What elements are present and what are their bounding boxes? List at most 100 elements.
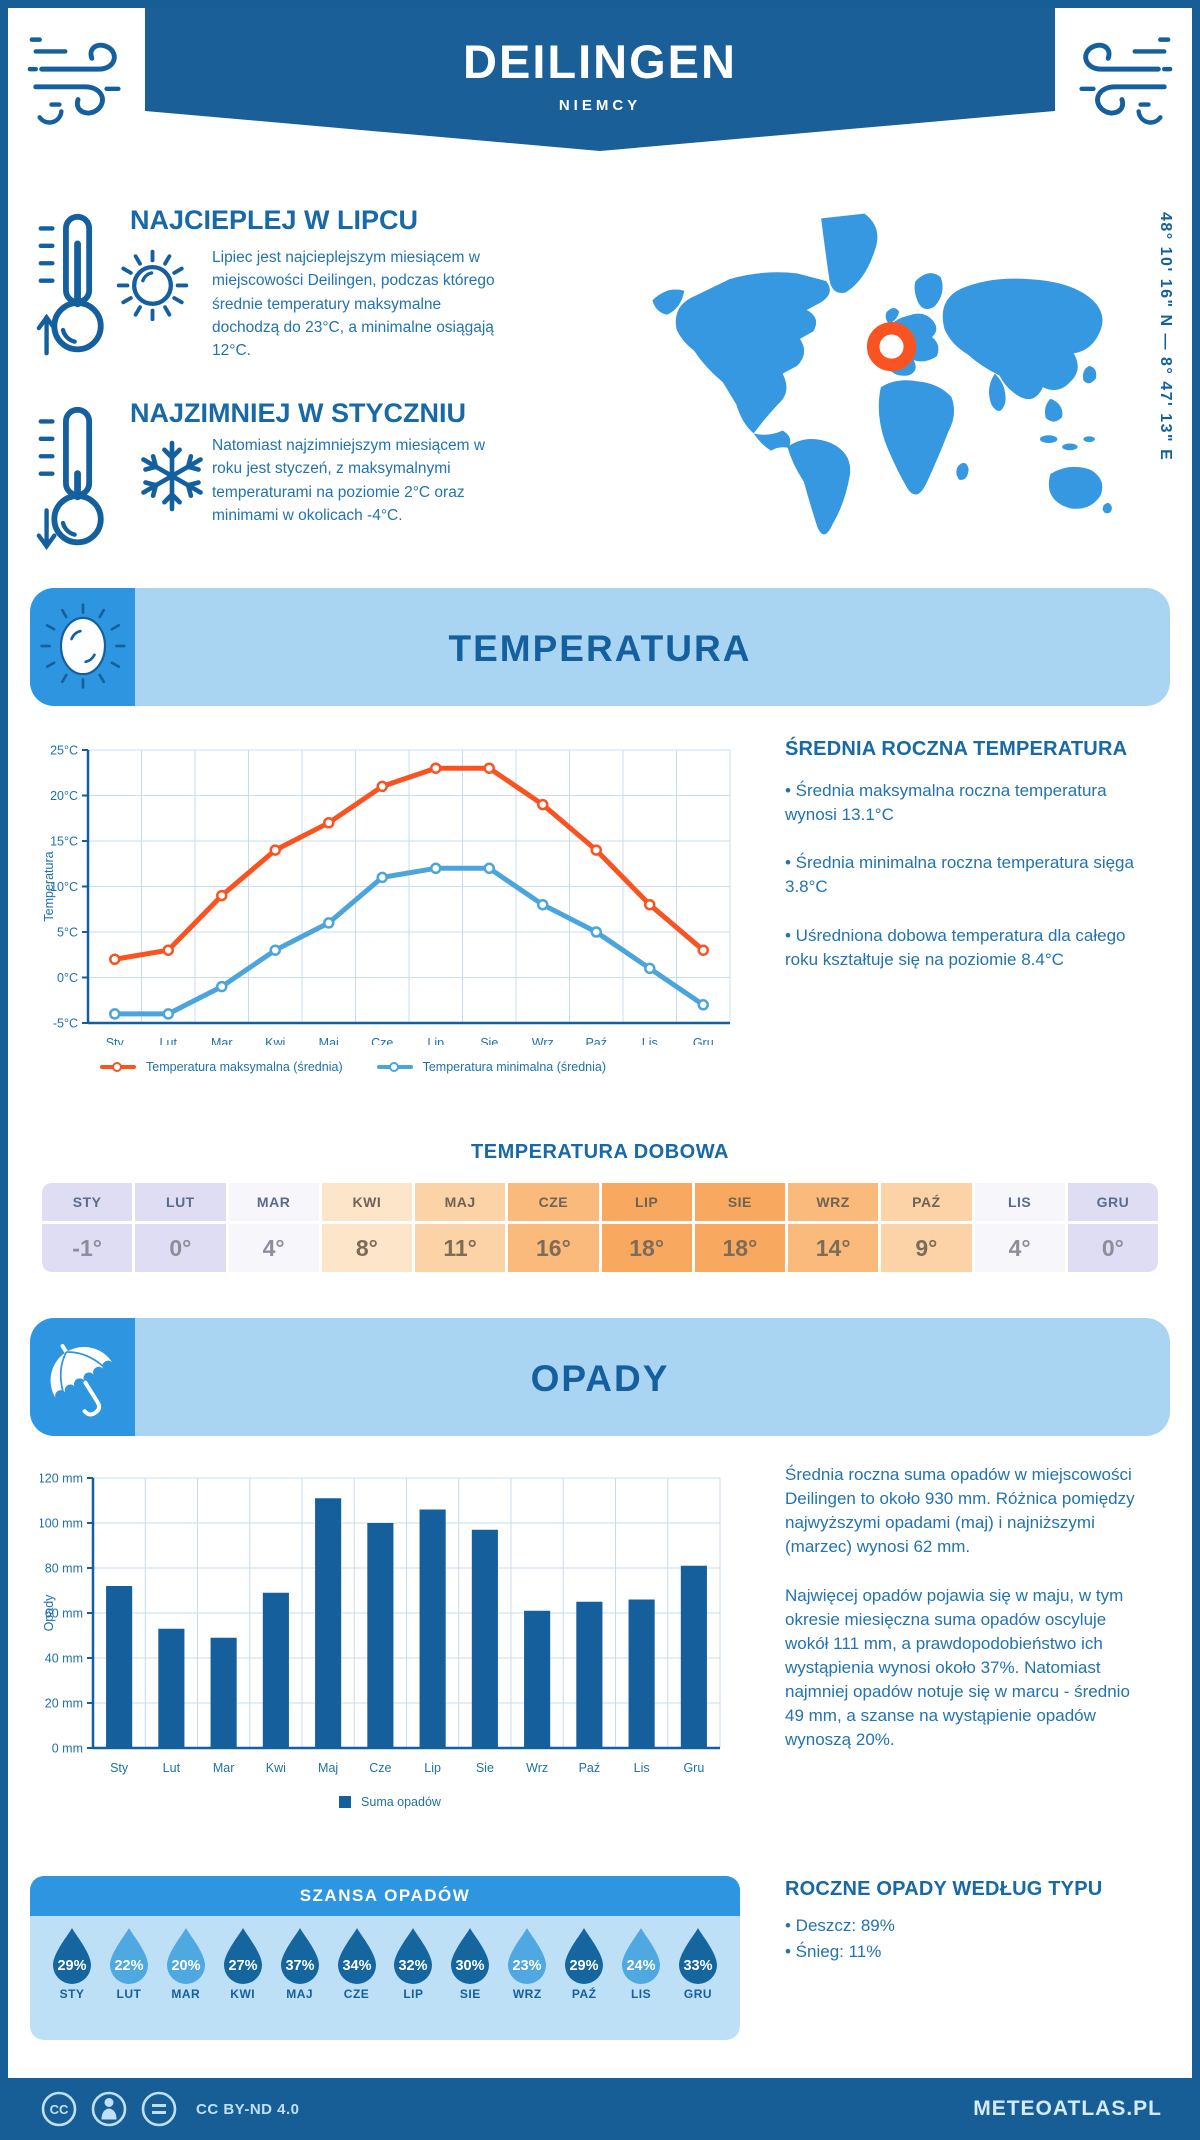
header-banner: DEILINGEN NIEMCY (145, 8, 1055, 151)
rain-chance-panel: SZANSA OPADÓW 29% STY 22% LUT 20% MAR 27% KWI 37… (30, 1876, 740, 2040)
rain-chance-sie: 30% SIE (444, 1926, 496, 2040)
sun-banner-icon (39, 602, 127, 690)
month-temperature: 11° (415, 1224, 506, 1272)
rain-chance-droplets: 29% STY 22% LUT 20% MAR 27% KWI 37% MAJ 34% CZE 32% L… (30, 1916, 740, 2040)
location-marker (866, 322, 917, 372)
svg-text:Wrz: Wrz (532, 1036, 554, 1045)
month-temperature: 18° (601, 1224, 692, 1272)
droplet-month-label: LUT (116, 1987, 142, 2001)
bar-maj (315, 1498, 342, 1748)
sun-icon (112, 243, 194, 325)
svg-text:27%: 27% (228, 1958, 257, 1974)
precipitation-paragraph: Najwięcej opadów pojawia się w maju, w t… (785, 1585, 1130, 1750)
svg-text:Paź: Paź (579, 1761, 601, 1775)
droplet-icon: 24% (622, 1928, 661, 1984)
highlight-cold-title: NAJZIMNIEJ W STYCZNIU (130, 398, 467, 428)
svg-text:20%: 20% (171, 1958, 200, 1974)
bar-lut (158, 1628, 185, 1748)
svg-text:22%: 22% (114, 1958, 143, 1974)
droplet-icon: 37% (280, 1928, 319, 1984)
svg-text:Wrz: Wrz (526, 1761, 548, 1775)
svg-text:Kwi: Kwi (266, 1761, 286, 1775)
daily-temperature-table: STY -1° LUT 0° MAR 4° KWI 8° MAJ 11° CZE 16° LIP 18° S… (42, 1183, 1158, 1272)
svg-text:Lip: Lip (424, 1761, 441, 1775)
wind-icon (22, 18, 140, 136)
location-marker-center (879, 334, 905, 360)
month-header: GRU (1067, 1183, 1158, 1221)
svg-text:23%: 23% (513, 1958, 542, 1974)
month-header: MAJ (415, 1183, 506, 1221)
svg-text:100 mm: 100 mm (40, 1517, 83, 1531)
svg-text:15°C: 15°C (50, 835, 78, 849)
page-subtitle: NIEMCY (558, 97, 642, 114)
site-name: METEOATLAS.PL (973, 2097, 1162, 2120)
svg-text:Lis: Lis (642, 1036, 658, 1045)
svg-text:30%: 30% (456, 1958, 485, 1974)
precipitation-chart-legend: Suma opadów (40, 1795, 740, 1809)
rain-chance-gru: 33% GRU (672, 1926, 724, 2040)
svg-text:Mar: Mar (213, 1761, 235, 1775)
svg-text:80 mm: 80 mm (45, 1562, 83, 1576)
droplet-icon: 23% (508, 1928, 547, 1984)
month-header: LUT (135, 1183, 226, 1221)
footer-bar: CC CC BY-ND 4.0 METEOATLAS.PL (0, 2078, 1200, 2140)
month-header: WRZ (788, 1183, 879, 1221)
svg-text:34%: 34% (342, 1958, 371, 1974)
legend-item-min: Temperatura minimalna (średnia) (376, 1060, 606, 1074)
svg-text:60 mm: 60 mm (45, 1607, 83, 1621)
svg-text:29%: 29% (57, 1958, 86, 1974)
daily-temp-column-lut: LUT 0° (135, 1183, 226, 1272)
svg-text:Opady: Opady (42, 1594, 56, 1632)
world-map (638, 183, 1120, 543)
svg-text:25°C: 25°C (50, 744, 78, 758)
temperature-bullet: • Średnia minimalna roczna temperatura s… (785, 853, 1134, 897)
temperature-summary: ŚREDNIA ROCZNA TEMPERATURA • Średnia mak… (785, 738, 1137, 996)
temperature-section-title: TEMPERATURA (448, 628, 752, 669)
bar-kwi (262, 1592, 289, 1748)
droplet-icon: 32% (394, 1928, 433, 1984)
temperature-bullet: • Uśredniona dobowa temperatura dla całe… (785, 925, 1126, 969)
svg-text:Sty: Sty (106, 1036, 125, 1045)
svg-text:Cze: Cze (369, 1761, 391, 1775)
droplet-icon: 33% (678, 1928, 717, 1984)
precipitation-section-title: OPADY (530, 1358, 670, 1399)
svg-text:Sie: Sie (476, 1761, 494, 1775)
month-header: MAR (228, 1183, 319, 1221)
droplet-month-label: KWI (230, 1987, 256, 2001)
droplet-icon: 34% (337, 1928, 376, 1984)
droplet-month-label: WRZ (512, 1987, 542, 2001)
svg-text:Maj: Maj (318, 1761, 338, 1775)
daily-temperature-title: TEMPERATURA DOBOWA (471, 1141, 729, 1163)
svg-text:32%: 32% (399, 1958, 428, 1974)
month-header: LIS (974, 1183, 1065, 1221)
droplet-month-label: MAR (171, 1987, 201, 2001)
daily-temp-column-lip: LIP 18° (601, 1183, 692, 1272)
daily-temp-column-paź: PAŹ 9° (881, 1183, 972, 1272)
svg-text:Gru: Gru (693, 1036, 714, 1045)
thermometer-up-icon (33, 211, 125, 361)
svg-text:CC: CC (50, 2102, 69, 2117)
month-temperature: 0° (1067, 1224, 1158, 1272)
droplet-month-label: LIP (403, 1987, 424, 2001)
month-header: STY (42, 1183, 133, 1221)
daily-temp-column-kwi: KWI 8° (321, 1183, 412, 1272)
coordinates-label: 48° 10' 16" N — 8° 47' 13" E (1157, 212, 1174, 462)
month-temperature: 18° (694, 1224, 785, 1272)
temperature-chart-legend: Temperatura maksymalna (średnia) Tempera… (100, 1060, 720, 1074)
precipitation-paragraph: Średnia roczna suma opadów w miejscowośc… (785, 1465, 1135, 1557)
bar-sie (471, 1529, 498, 1748)
daily-temp-column-mar: MAR 4° (228, 1183, 319, 1272)
rain-chance-wrz: 23% WRZ (501, 1926, 553, 2040)
svg-text:Kwi: Kwi (265, 1036, 285, 1045)
bar-wrz (524, 1610, 551, 1748)
month-temperature: 8° (321, 1224, 412, 1272)
rain-chance-lis: 24% LIS (615, 1926, 667, 2040)
svg-text:Sie: Sie (480, 1036, 498, 1045)
page-title: DEILINGEN (463, 35, 737, 88)
droplet-icon: 30% (451, 1928, 490, 1984)
droplet-icon: 20% (166, 1928, 205, 1984)
bar-cze (367, 1523, 394, 1748)
frame-left (0, 0, 8, 2140)
thermometer-down-icon (33, 404, 125, 554)
